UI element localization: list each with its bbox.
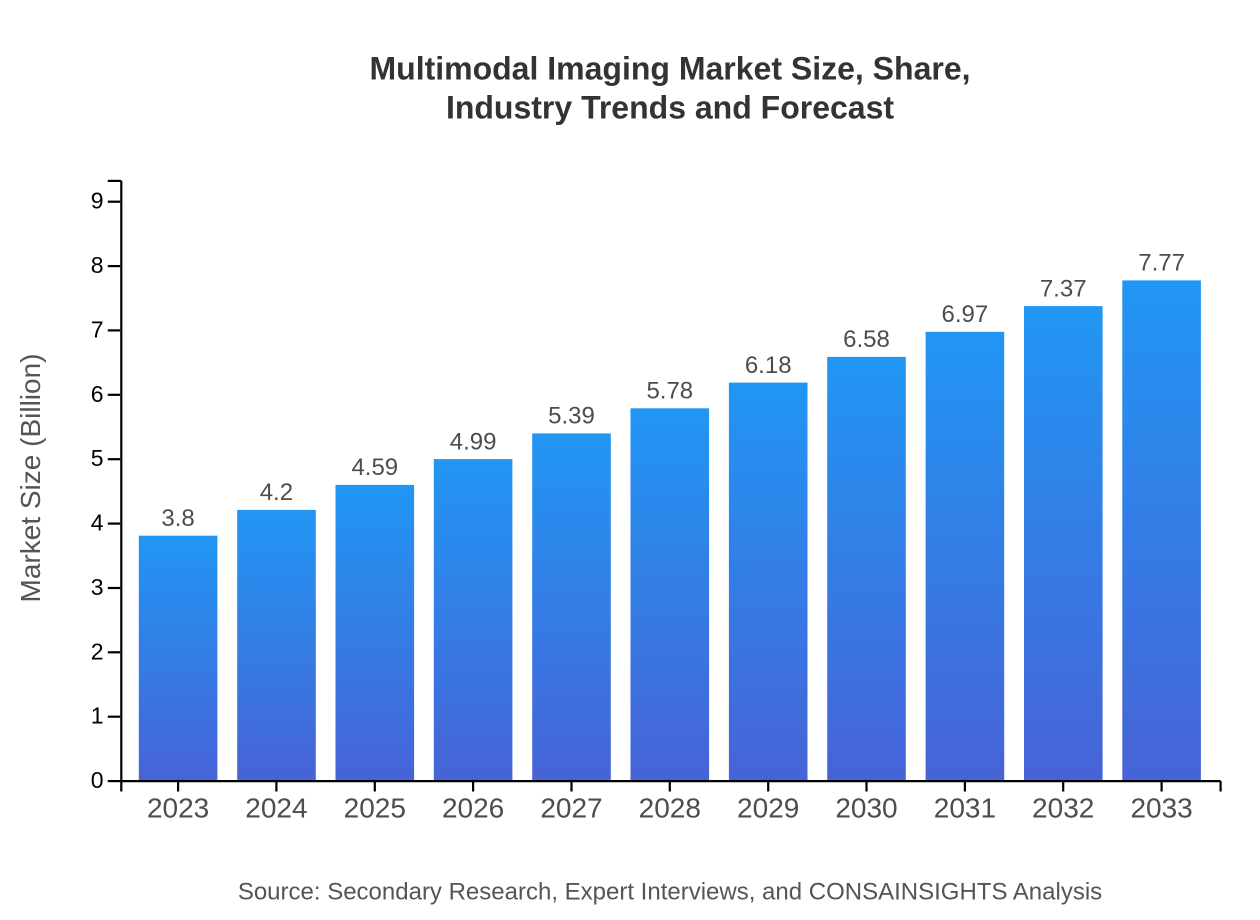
svg-text:2025: 2025 (344, 793, 406, 824)
svg-text:0: 0 (91, 767, 104, 793)
svg-text:3: 3 (91, 574, 104, 600)
svg-text:2028: 2028 (639, 793, 701, 824)
svg-text:2: 2 (91, 638, 104, 664)
svg-text:4.59: 4.59 (351, 454, 398, 481)
svg-text:5.39: 5.39 (548, 403, 595, 430)
svg-text:2033: 2033 (1130, 793, 1192, 824)
svg-text:8: 8 (91, 252, 104, 278)
svg-text:4: 4 (91, 510, 104, 536)
svg-text:Multimodal Imaging Market Size: Multimodal Imaging Market Size, Share, (369, 50, 970, 86)
svg-text:6.58: 6.58 (843, 326, 890, 353)
svg-text:2030: 2030 (835, 793, 897, 824)
svg-text:1: 1 (91, 703, 104, 729)
svg-text:2027: 2027 (540, 793, 602, 824)
svg-text:Market Size (Billion): Market Size (Billion) (15, 354, 46, 603)
svg-text:9: 9 (91, 188, 104, 214)
svg-text:6.97: 6.97 (942, 301, 989, 328)
svg-text:5.78: 5.78 (646, 378, 693, 405)
svg-text:2031: 2031 (934, 793, 996, 824)
svg-text:7.37: 7.37 (1040, 275, 1087, 302)
svg-text:2023: 2023 (147, 793, 209, 824)
svg-text:6.18: 6.18 (745, 352, 792, 379)
svg-text:2024: 2024 (245, 793, 307, 824)
svg-text:4.99: 4.99 (450, 428, 497, 455)
svg-text:6: 6 (91, 381, 104, 407)
svg-text:3.8: 3.8 (161, 505, 194, 532)
svg-text:2029: 2029 (737, 793, 799, 824)
svg-text:2026: 2026 (442, 793, 504, 824)
svg-text:Source: Secondary Research, Ex: Source: Secondary Research, Expert Inter… (238, 879, 1102, 906)
svg-text:7: 7 (91, 316, 104, 342)
svg-text:2032: 2032 (1032, 793, 1094, 824)
svg-text:Industry Trends and Forecast: Industry Trends and Forecast (446, 90, 894, 126)
svg-text:5: 5 (91, 445, 104, 471)
svg-text:4.2: 4.2 (260, 479, 293, 506)
svg-text:7.77: 7.77 (1138, 250, 1185, 277)
